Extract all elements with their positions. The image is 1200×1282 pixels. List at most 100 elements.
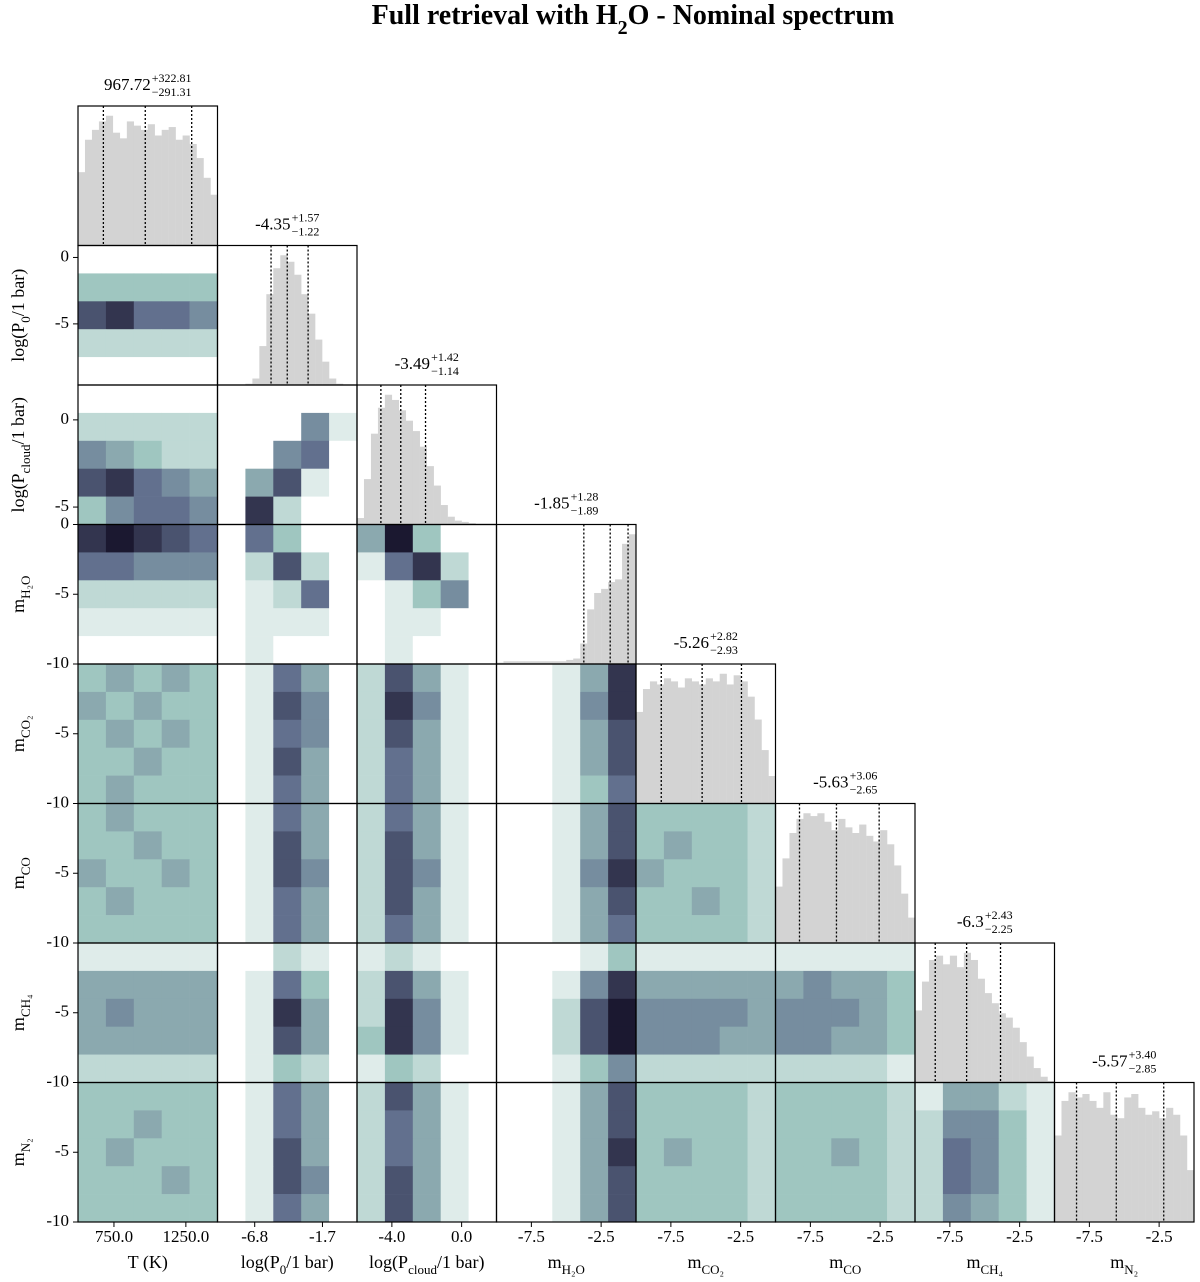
density-cell <box>189 273 218 302</box>
density-cell <box>189 468 218 497</box>
summary-median: -6.3 <box>957 912 984 931</box>
density-cell <box>440 1166 469 1195</box>
density-cell <box>412 747 441 776</box>
density-cell <box>273 468 302 497</box>
y-tick-label: -5 <box>55 1002 69 1021</box>
density-cell <box>747 943 776 972</box>
y-tick-label: -10 <box>46 1211 69 1230</box>
density-cell <box>78 719 107 748</box>
x-tick-label: -4.0 <box>378 1227 405 1246</box>
histogram-bar <box>649 681 658 804</box>
density-cell <box>552 1166 581 1195</box>
density-cell <box>161 943 190 972</box>
density-cell <box>189 608 218 637</box>
density-cell <box>552 1026 581 1055</box>
label-part: /1 bar) <box>437 1252 484 1273</box>
density-cell <box>552 691 581 721</box>
density-cell <box>78 943 107 972</box>
density-cell <box>552 970 581 1000</box>
density-cell <box>161 1194 190 1223</box>
density-cell <box>468 1026 497 1055</box>
histogram-bar <box>1040 1076 1048 1083</box>
density-cell <box>942 1194 972 1223</box>
density-cell <box>105 803 135 832</box>
density-cell <box>384 998 414 1027</box>
density-cell <box>245 496 274 525</box>
density-cell <box>245 1110 274 1139</box>
density-cell <box>719 1082 748 1111</box>
histogram-bar <box>845 827 853 943</box>
density-cell <box>775 1166 804 1195</box>
density-cell <box>440 524 469 553</box>
density-cell <box>357 580 386 609</box>
density-cell <box>217 775 246 804</box>
density-cell <box>189 357 218 386</box>
histogram-bar <box>91 129 100 246</box>
density-cell <box>691 1026 720 1055</box>
density-cell <box>552 1054 581 1083</box>
density-cell <box>301 831 330 860</box>
x-tick-label: 0.0 <box>451 1227 472 1246</box>
density-cell <box>329 552 358 581</box>
density-cell <box>859 998 888 1027</box>
density-cell <box>273 1166 302 1195</box>
histogram-bar <box>642 689 651 804</box>
density-cell <box>915 1082 944 1111</box>
density-cell <box>775 1110 804 1139</box>
label-part: m <box>966 1252 980 1272</box>
density-cell <box>78 496 107 525</box>
density-cell <box>636 1026 665 1055</box>
density-cell <box>189 887 218 916</box>
density-cell <box>105 412 135 442</box>
density-cell <box>384 664 414 693</box>
density-cell <box>496 1138 525 1167</box>
density-cell <box>217 831 246 860</box>
density-cell <box>998 1082 1027 1111</box>
density-cell <box>245 691 274 721</box>
density-cell <box>133 329 162 358</box>
density-cell <box>412 524 441 553</box>
histogram-bar <box>315 339 323 385</box>
density-cell <box>105 524 135 553</box>
density-cell <box>970 1082 999 1111</box>
density-cell <box>496 1194 525 1223</box>
density-cell <box>301 719 330 748</box>
density-cell <box>217 664 246 693</box>
density-cell <box>412 831 441 860</box>
density-cell <box>663 803 693 832</box>
density-cell <box>189 524 218 553</box>
density-cell <box>245 943 274 972</box>
label-subscript: CO <box>18 857 33 875</box>
density-cell <box>663 887 693 916</box>
density-cell <box>524 1026 553 1055</box>
density-cell <box>301 1110 330 1139</box>
density-cell <box>105 1110 135 1139</box>
density-cell <box>301 608 330 637</box>
density-cell <box>78 273 107 302</box>
density-cell <box>189 831 218 860</box>
histogram-bar <box>636 711 644 804</box>
summary-median: -1.85 <box>534 493 569 512</box>
density-cell <box>133 301 162 330</box>
density-cell <box>105 943 135 972</box>
density-cell <box>831 998 860 1027</box>
summary-median: -5.63 <box>813 772 848 791</box>
density-cell <box>496 747 525 776</box>
density-cell <box>301 1026 330 1055</box>
density-cell <box>524 664 553 693</box>
density-cell <box>636 803 665 832</box>
density-cell <box>496 803 525 832</box>
density-cell <box>887 1194 916 1223</box>
histogram-bar <box>615 579 623 664</box>
density-cell <box>440 970 469 1000</box>
label-subscript: CO₂ <box>18 715 33 738</box>
density-cell <box>524 1166 553 1195</box>
density-cell <box>161 468 190 497</box>
density-cell <box>78 636 107 665</box>
density-cell <box>161 915 190 944</box>
density-cell <box>440 747 469 776</box>
density-cell <box>384 943 414 972</box>
density-cell <box>663 970 693 1000</box>
density-cell <box>496 775 525 804</box>
density-cell <box>384 831 414 860</box>
